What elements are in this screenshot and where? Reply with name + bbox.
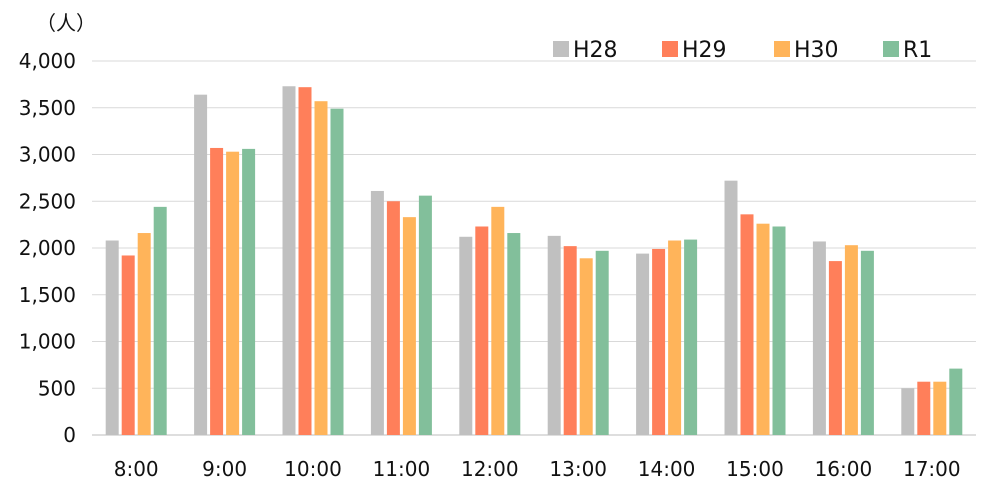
x-tick-label: 10:00 [284, 457, 342, 481]
bar-h28-1400 [636, 253, 650, 435]
bar-h29-1300 [563, 246, 577, 435]
bar-r1-1200 [507, 233, 521, 435]
y-unit-label: （人） [36, 11, 96, 35]
bar-h29-1500 [740, 214, 754, 435]
bar-h30-900 [226, 151, 240, 435]
bar-r1-1100 [418, 195, 432, 435]
x-tick-label: 15:00 [726, 457, 784, 481]
bar-h29-1000 [298, 87, 312, 436]
bar-h29-1600 [828, 261, 842, 435]
legend-label-h29: H29 [682, 38, 727, 63]
y-tick-label: 1,500 [19, 283, 76, 307]
legend: H28 H29 H30 R1 [553, 38, 932, 63]
y-tick-label: 0 [63, 423, 76, 447]
bar-h28-1600 [812, 241, 826, 435]
y-tick-label: 2,000 [19, 236, 76, 260]
x-tick-label: 11:00 [373, 457, 431, 481]
bar-h28-1500 [724, 180, 738, 435]
y-tick-label: 3,500 [19, 96, 76, 120]
bar-h29-1400 [652, 248, 666, 435]
bar-h30-1700 [933, 381, 947, 435]
bar-h29-900 [210, 147, 224, 435]
bar-r1-1500 [772, 226, 786, 435]
y-tick-label: 500 [38, 376, 76, 400]
legend-label-h30: H30 [794, 38, 839, 63]
gridlines [92, 60, 976, 436]
bar-h30-1600 [844, 245, 858, 435]
bar-h28-1100 [370, 190, 384, 435]
bar-h29-1100 [386, 201, 400, 435]
bar-h29-1200 [475, 226, 489, 435]
x-tick-label: 17:00 [903, 457, 961, 481]
bar-h28-1000 [282, 86, 296, 436]
bar-r1-1300 [595, 250, 609, 435]
y-tick-label: 2,500 [19, 189, 76, 213]
y-tick-label: 1,000 [19, 330, 76, 354]
bar-h28-800 [105, 240, 119, 435]
bar-h30-1100 [402, 217, 416, 435]
bar-h28-1700 [901, 388, 915, 435]
x-tick-label: 9:00 [202, 457, 247, 481]
y-axis: 0 500 1,000 1,500 2,000 2,500 3,000 3,500 4,000 [19, 49, 76, 447]
bar-r1-1400 [684, 239, 698, 435]
bar-h28-1300 [547, 235, 561, 435]
x-tick-label: 8:00 [114, 457, 159, 481]
bar-r1-800 [153, 206, 167, 435]
legend-label-r1: R1 [903, 38, 932, 63]
y-tick-label: 4,000 [19, 49, 76, 73]
bar-h28-1200 [459, 236, 473, 435]
bar-h29-1700 [917, 381, 931, 435]
bar-h30-1000 [314, 101, 328, 435]
bar-h30-800 [137, 233, 151, 435]
bar-r1-1000 [330, 108, 344, 435]
bar-r1-1700 [949, 368, 963, 435]
bar-r1-900 [242, 148, 256, 435]
x-tick-label: 13:00 [549, 457, 607, 481]
x-axis: 8:00 9:00 10:00 11:00 12:00 13:00 14:00 15:00 16… [114, 457, 961, 481]
bar-h30-1200 [491, 206, 505, 435]
x-tick-label: 16:00 [815, 457, 873, 481]
legend-swatch-h29 [662, 41, 678, 57]
legend-swatch-h30 [774, 41, 790, 57]
y-tick-label: 3,000 [19, 143, 76, 167]
bar-h30-1400 [668, 240, 682, 435]
legend-swatch-r1 [883, 41, 899, 57]
bars [105, 86, 963, 436]
x-tick-label: 12:00 [461, 457, 519, 481]
legend-swatch-h28 [553, 41, 569, 57]
bar-h30-1300 [579, 258, 593, 435]
bar-h29-800 [121, 255, 135, 435]
legend-label-h28: H28 [573, 38, 618, 63]
bar-h30-1500 [756, 223, 770, 435]
x-tick-label: 14:00 [638, 457, 696, 481]
bar-r1-1600 [860, 250, 874, 435]
bar-h28-900 [194, 94, 208, 435]
